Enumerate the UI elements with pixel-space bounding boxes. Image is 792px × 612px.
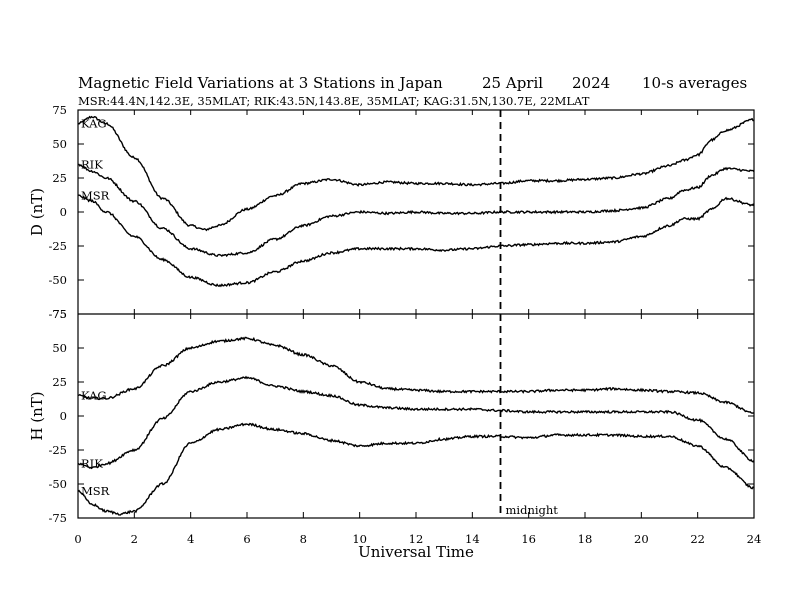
chart-averaging: 10-s averages xyxy=(642,74,747,92)
ticks-layer: 0 2 4 6 8 10 12 14 16 18 20 22 247550250-25-50-75755… xyxy=(48,103,761,546)
y-tick-label: 75 xyxy=(52,307,67,321)
chart-year: 2024 xyxy=(572,74,610,92)
y-tick-label: 0 xyxy=(60,409,67,423)
y-tick-label: 50 xyxy=(52,137,67,151)
chart-subtitle: MSR:44.4N,142.3E, 35MLAT; RIK:43.5N,143.… xyxy=(78,94,590,108)
series-label-kag: KAG xyxy=(81,117,107,131)
x-tick-label: 8 xyxy=(300,532,307,546)
series-line-msr xyxy=(77,422,755,516)
y-tick-label: 50 xyxy=(52,341,67,355)
x-tick-label: 20 xyxy=(634,532,649,546)
series-line-kag xyxy=(77,336,755,414)
series-line-kag xyxy=(77,115,754,232)
h-panel-ylabel: H (nT) xyxy=(28,391,46,440)
y-tick-label: 0 xyxy=(60,205,67,219)
y-tick-label: -75 xyxy=(48,511,67,525)
y-tick-label: -50 xyxy=(48,273,67,287)
x-tick-label: 14 xyxy=(465,532,480,546)
x-axis-label: Universal Time xyxy=(358,543,474,561)
x-tick-label: 24 xyxy=(747,532,762,546)
y-tick-label: 25 xyxy=(52,375,67,389)
annotation-layer: midnight xyxy=(499,110,559,518)
midnight-label: midnight xyxy=(506,503,559,517)
x-tick-label: 4 xyxy=(187,532,194,546)
series-label-msr: MSR xyxy=(81,484,110,498)
y-tick-label: 75 xyxy=(52,103,67,117)
series-line-msr xyxy=(77,194,755,288)
x-tick-label: 18 xyxy=(578,532,593,546)
series-line-rik xyxy=(77,375,755,470)
x-tick-label: 6 xyxy=(243,532,250,546)
series-layer: KAG RIK MSR KAG RIK MSR xyxy=(77,115,755,516)
y-tick-label: -50 xyxy=(48,477,67,491)
y-tick-label: 25 xyxy=(52,171,67,185)
y-tick-label: -25 xyxy=(48,443,67,457)
y-tick-label: -25 xyxy=(48,239,67,253)
y-tick-label: -75 xyxy=(48,307,67,321)
series-label-rik: RIK xyxy=(81,457,103,471)
series-label-msr: MSR xyxy=(81,189,110,203)
x-tick-label: 22 xyxy=(690,532,705,546)
series-label-rik: RIK xyxy=(81,157,103,171)
series-line-rik xyxy=(78,163,755,258)
chart-date: 25 April xyxy=(482,74,543,92)
x-tick-label: 12 xyxy=(409,532,424,546)
series-label-kag: KAG xyxy=(81,389,107,403)
x-tick-label: 0 xyxy=(74,532,81,546)
x-tick-label: 10 xyxy=(352,532,367,546)
x-tick-label: 2 xyxy=(131,532,138,546)
chart-title: Magnetic Field Variations at 3 Stations … xyxy=(78,74,443,92)
d-panel-ylabel: D (nT) xyxy=(28,188,46,236)
x-tick-label: 16 xyxy=(521,532,536,546)
